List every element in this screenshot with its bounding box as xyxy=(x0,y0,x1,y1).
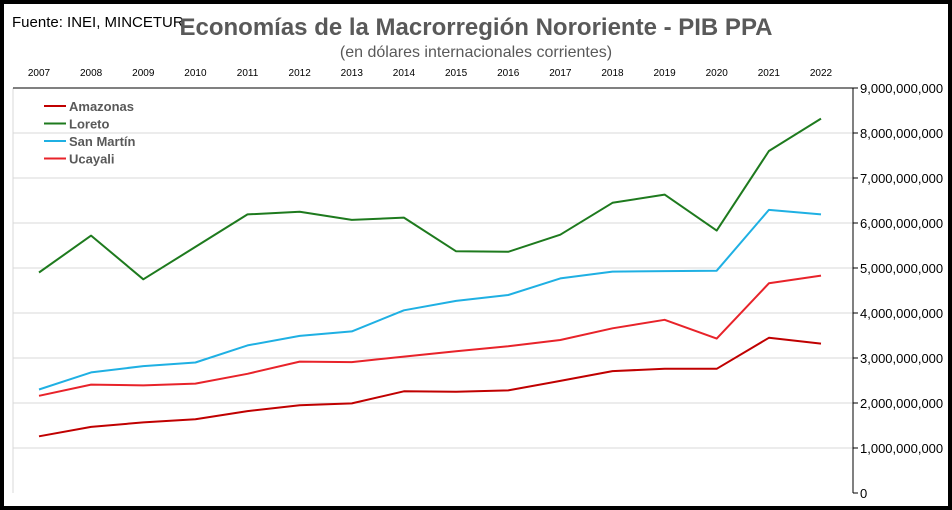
x-tick-label: 2007 xyxy=(28,68,51,79)
x-tick-label: 2017 xyxy=(549,68,572,79)
y-tick-label: 3,000,000,000 xyxy=(860,351,943,366)
x-tick-label: 2012 xyxy=(289,68,312,79)
x-tick-label: 2011 xyxy=(237,68,259,79)
x-tick-label: 2016 xyxy=(497,68,520,79)
y-tick-label: 0 xyxy=(860,486,867,501)
legend-label: Ucayali xyxy=(69,152,115,167)
line-chart: 0 1,000,000,000 2,000,000,000 3,000,000,000… xyxy=(12,68,943,501)
x-tick-label: 2013 xyxy=(341,68,364,79)
x-tick-label: 2014 xyxy=(393,68,416,79)
y-tick-label: 4,000,000,000 xyxy=(860,306,943,321)
series-line-amazonas xyxy=(38,336,822,438)
series-line-ucayali xyxy=(38,274,822,397)
legend-label: San Martín xyxy=(69,134,136,149)
x-tick-label: 2009 xyxy=(132,68,155,79)
chart-subtitle: (en dólares internacionales corrientes) xyxy=(339,44,613,61)
source-note: Fuente: INEI, MINCETUR xyxy=(12,14,184,31)
x-tick-label: 2019 xyxy=(653,68,676,79)
x-tick-label: 2022 xyxy=(810,68,833,79)
y-tick-label: 9,000,000,000 xyxy=(860,81,943,96)
y-tick-label: 8,000,000,000 xyxy=(860,126,943,141)
x-tick-label: 2020 xyxy=(706,68,729,79)
chart-title: Economías de la Macrorregión Nororiente … xyxy=(179,14,773,41)
y-tick-label: 5,000,000,000 xyxy=(860,261,943,276)
x-tick-label: 2015 xyxy=(445,68,468,79)
y-tick-label: 1,000,000,000 xyxy=(860,441,943,456)
x-tick-label: 2018 xyxy=(601,68,624,79)
legend-label: Loreto xyxy=(69,117,110,132)
x-tick-label: 2021 xyxy=(758,68,781,79)
chart-frame: Fuente: INEI, MINCETUR Economías de la M… xyxy=(4,4,948,506)
x-tick-label: 2008 xyxy=(80,68,103,79)
legend-label: Amazonas xyxy=(69,99,134,114)
y-tick-label: 7,000,000,000 xyxy=(860,171,943,186)
y-tick-label: 6,000,000,000 xyxy=(860,216,943,231)
y-tick-label: 2,000,000,000 xyxy=(860,396,943,411)
x-tick-label: 2010 xyxy=(184,68,207,79)
series-line-loreto xyxy=(38,117,822,281)
series-line-san-mart-n xyxy=(38,208,822,391)
